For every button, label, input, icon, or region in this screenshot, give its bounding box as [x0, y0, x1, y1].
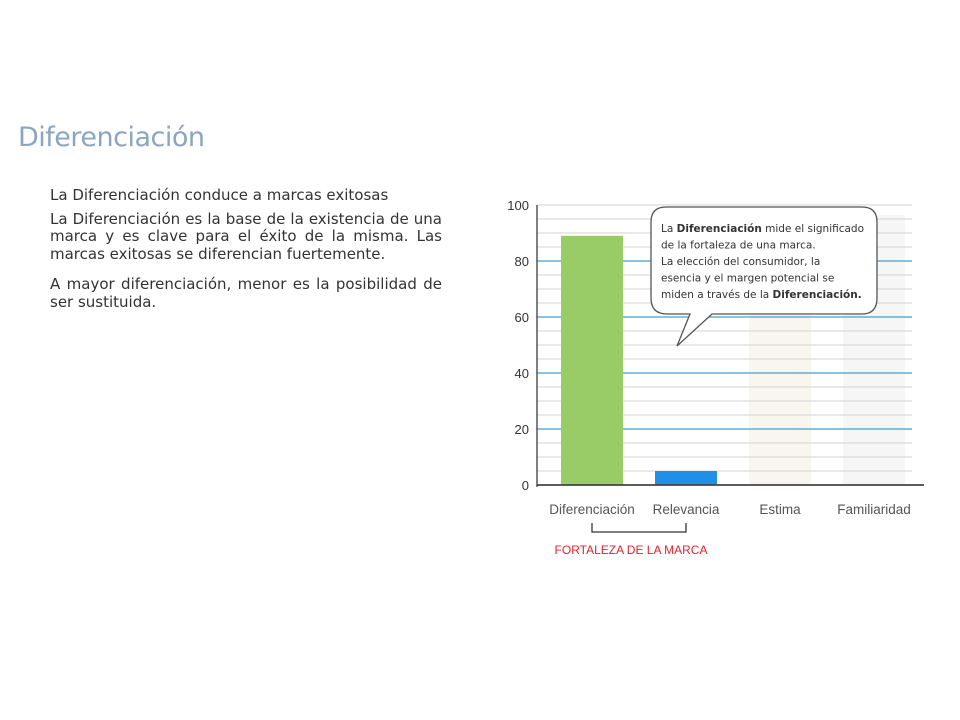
callout-text-line: La Diferenciación mide el significado — [661, 223, 864, 235]
bracket-line — [591, 523, 687, 533]
page-title: Diferenciación — [18, 122, 205, 153]
callout-text-line: de la fortaleza de una marca. — [661, 240, 816, 252]
bracket-label: FORTALEZA DE LA MARCA — [555, 543, 708, 557]
bar-2 — [655, 471, 717, 485]
description-text: La Diferenciación conduce a marcas exito… — [50, 186, 442, 324]
paragraph-2: A mayor diferenciación, menor es la posi… — [50, 275, 442, 311]
x-tick-label: Estima — [759, 502, 801, 517]
y-tick-label: 80 — [515, 254, 529, 269]
callout-text-line: miden a través de la Diferenciación. — [661, 289, 862, 301]
lead-sentence: La Diferenciación conduce a marcas exito… — [50, 186, 389, 204]
y-tick-label: 40 — [515, 366, 529, 381]
callout-text-line: esencia y el margen potencial se — [661, 273, 834, 285]
x-tick-label: Relevancia — [653, 502, 720, 517]
x-tick-label: Familiaridad — [837, 502, 911, 517]
y-tick-label: 20 — [515, 422, 529, 437]
y-tick-label: 100 — [507, 198, 529, 213]
x-tick-label: Diferenciación — [549, 502, 635, 517]
y-tick-label: 60 — [515, 310, 529, 325]
paragraph-1: La Diferenciación es la base de la exist… — [50, 209, 442, 263]
bar-1 — [561, 235, 623, 485]
callout-bubble — [650, 206, 878, 347]
callout-text-line: La elección del consumidor, la — [661, 256, 820, 268]
y-tick-label: 0 — [522, 478, 529, 493]
